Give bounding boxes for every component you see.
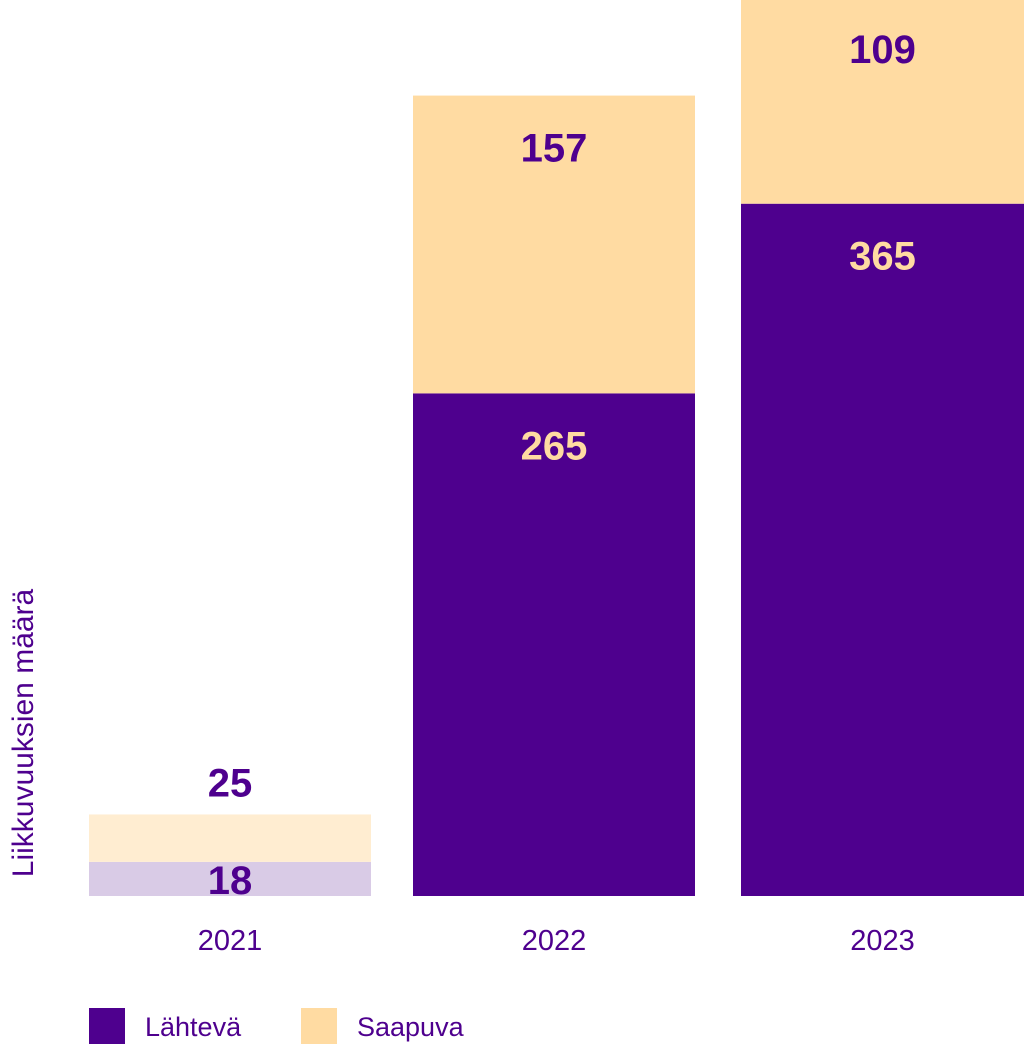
y-axis-label: Liikkuvuuksien määrä [7,588,40,877]
legend: Lähtevä Saapuva [89,1008,465,1044]
bars-group: 18 25 265 157 365 109 [89,0,1024,903]
legend-label-saapuva: Saapuva [357,1012,465,1042]
value-label-l-htev--2023: 365 [849,235,916,279]
legend-label-l-htev-: Lähtevä [145,1012,242,1042]
x-tick-2021: 2021 [198,925,263,957]
x-tick-2023: 2023 [850,925,915,957]
bar-saapuva-2021 [89,814,371,862]
bar-l-htev--2022 [413,393,695,896]
value-label-saapuva-2022: 157 [521,127,588,171]
legend-swatch-saapuva [301,1008,337,1044]
value-label-l-htev--2022: 265 [521,424,588,468]
bar-l-htev--2023 [741,203,1024,897]
x-ticks-group: 2021 2022 2023 [198,925,915,957]
bar-saapuva-2022 [413,95,695,394]
value-label-saapuva-2023: 109 [849,28,916,72]
bar-saapuva-2023 [741,0,1024,204]
bar-l-htev--2021 [89,861,371,896]
value-label-l-htev--2021: 18 [208,859,253,903]
x-tick-2022: 2022 [522,925,587,957]
legend-swatch-l-htev- [89,1008,125,1044]
value-label-saapuva-2021: 25 [208,761,253,805]
